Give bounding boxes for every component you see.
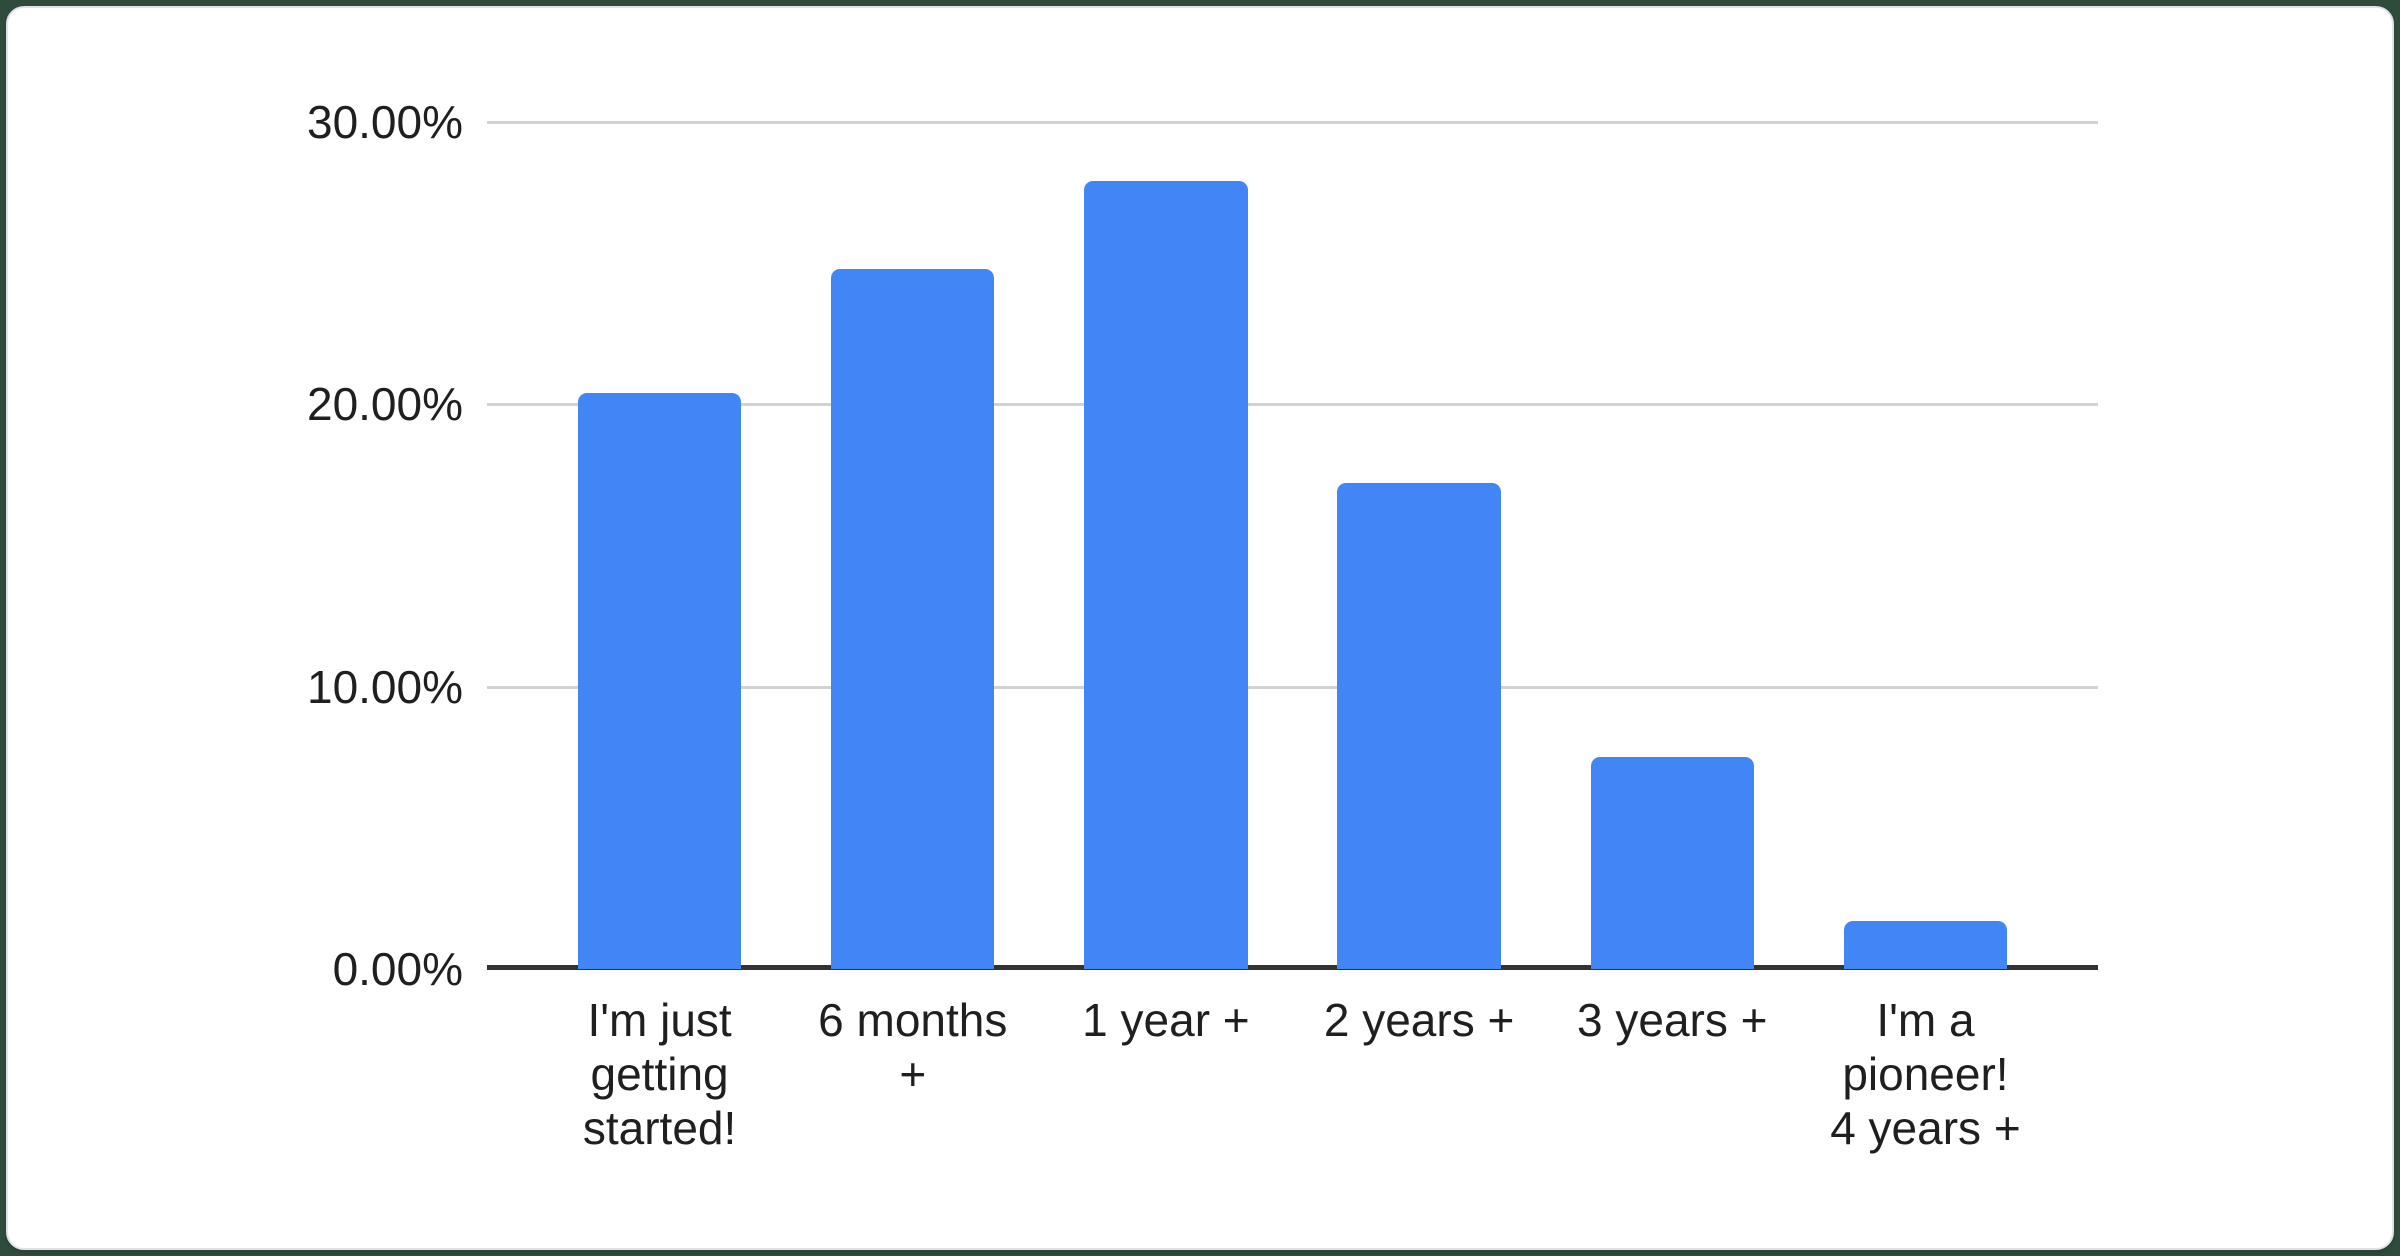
x-axis-label: 6 months +	[818, 994, 1008, 1100]
y-axis-tick-label: 0.00%	[332, 943, 463, 995]
bar-slot	[1799, 122, 2052, 969]
bar-slot	[533, 122, 786, 969]
bar-5	[1590, 757, 1754, 969]
gridline	[487, 121, 2098, 124]
bar-slot	[1039, 122, 1292, 969]
x-axis-label: I'm a pioneer! 4 years +	[1830, 994, 2021, 1154]
gridline	[487, 403, 2098, 407]
bar-2	[831, 268, 995, 969]
bar-slot	[1293, 122, 1546, 969]
bar-slot	[786, 122, 1039, 969]
bar-3	[1084, 181, 1248, 969]
bar-6	[1843, 921, 2008, 969]
x-axis-labels: I'm just getting started! 6 months + 1 yea…	[487, 993, 2098, 1155]
x-axis-label: 1 year +	[1082, 994, 1250, 1046]
gridline	[487, 685, 2098, 689]
x-axis-label: 2 years +	[1323, 994, 1515, 1046]
y-axis-tick-label: 30.00%	[306, 96, 463, 148]
bar-slot	[1546, 122, 1799, 969]
plot-area	[487, 121, 2098, 970]
bar-4	[1337, 483, 1501, 969]
x-axis-line	[487, 965, 2098, 970]
bar-1	[577, 393, 742, 969]
bars-row	[487, 122, 2098, 969]
y-axis-tick-label: 20.00%	[306, 378, 463, 431]
x-axis-label: I'm just getting started!	[582, 994, 737, 1154]
y-axis-tick-label: 10.00%	[306, 660, 463, 713]
x-axis-label: 3 years +	[1577, 994, 1768, 1046]
